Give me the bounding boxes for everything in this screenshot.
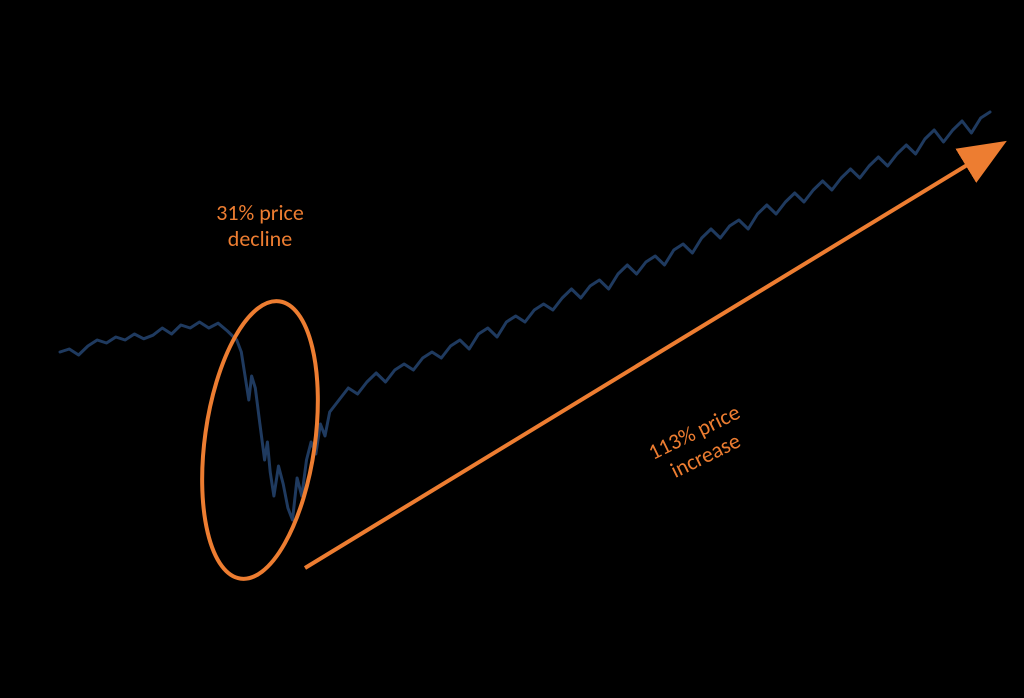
price-chart: 31% price decline 113% price increase bbox=[0, 0, 1024, 698]
decline-annotation-line1: 31% price bbox=[216, 199, 304, 226]
decline-ellipse bbox=[186, 294, 334, 587]
decline-annotation-line2: decline bbox=[228, 225, 292, 252]
decline-annotation: 31% price decline bbox=[190, 200, 330, 253]
chart-svg bbox=[0, 0, 1024, 698]
price-line bbox=[60, 112, 990, 520]
increase-arrow bbox=[305, 145, 1000, 568]
